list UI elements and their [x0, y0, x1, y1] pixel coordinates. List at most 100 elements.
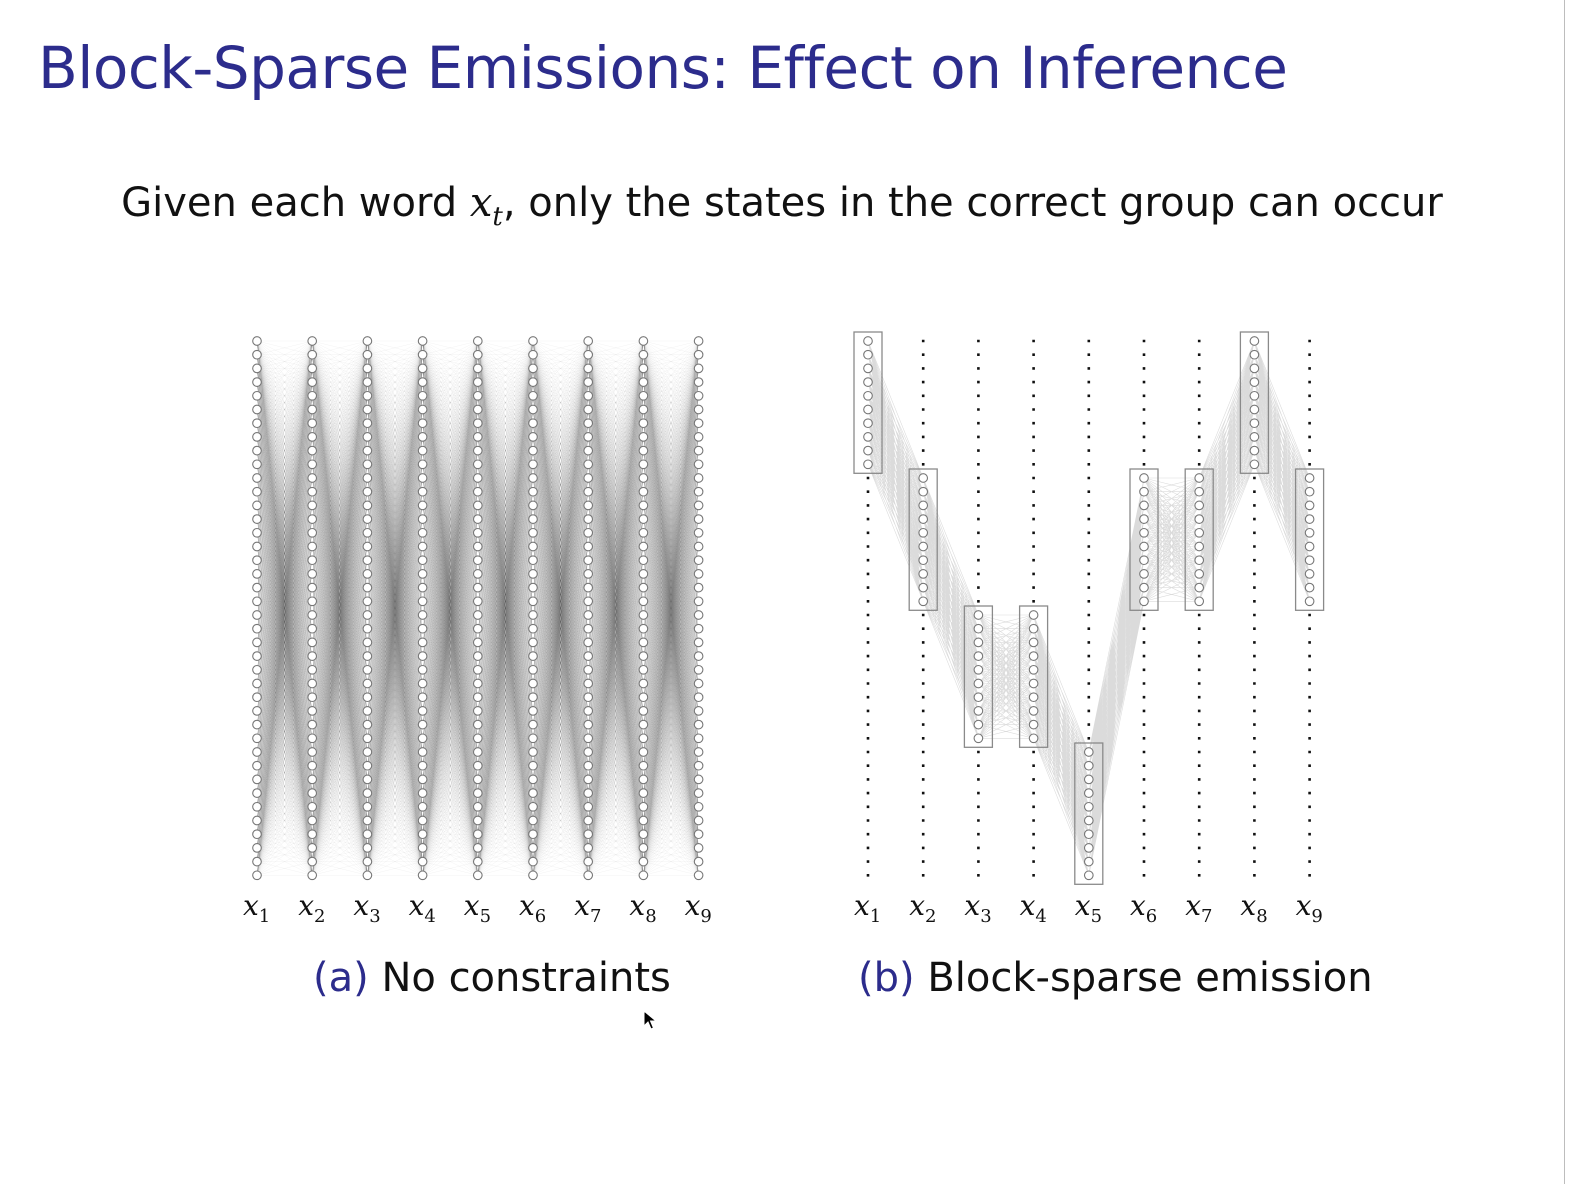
state-node: [252, 651, 262, 661]
state-node: [528, 747, 538, 757]
state-node: [918, 555, 929, 566]
state-node: [472, 788, 483, 798]
state-node: [472, 569, 483, 579]
state-node: [307, 569, 318, 579]
state-node: [1304, 596, 1315, 607]
state-node: [863, 377, 873, 387]
state-node: [1249, 418, 1260, 429]
state-node: [417, 815, 428, 826]
transition-edges: [1254, 340, 1310, 602]
state-node: [528, 637, 538, 648]
state-node: [638, 459, 649, 470]
state-node: [472, 843, 483, 853]
state-node: [693, 527, 704, 538]
state-node: [1028, 651, 1039, 661]
state-node: [307, 678, 318, 689]
transition-edges: [1033, 614, 1090, 876]
column-label-a-8: x8: [629, 889, 656, 927]
state-node: [918, 596, 929, 607]
state-node: [1083, 788, 1094, 798]
state-node: [583, 678, 594, 689]
state-node: [1194, 541, 1205, 552]
state-node: [1139, 569, 1149, 579]
state-node: [472, 706, 483, 716]
state-node: [252, 377, 262, 387]
state-node: [252, 555, 262, 566]
subtitle-var-sub: t: [492, 202, 503, 232]
state-node: [693, 719, 704, 730]
column-label-a-2: x2: [298, 889, 325, 927]
state-node: [583, 774, 594, 785]
state-node: [583, 651, 594, 661]
state-node: [307, 418, 318, 429]
state-node: [417, 788, 428, 798]
state-node: [583, 555, 594, 566]
state-node: [472, 541, 483, 552]
state-node: [252, 486, 262, 497]
state-node: [307, 541, 318, 552]
panel-block-sparse: x1 x2 x3 x4 x5 x6 x7 x8 x9: [853, 331, 1325, 927]
state-node: [417, 459, 428, 470]
state-node: [528, 418, 538, 429]
state-node: [1194, 473, 1205, 483]
state-node: [362, 404, 373, 415]
state-node: [1304, 541, 1315, 552]
panel-no-constraints: x1 x2 x3 x4 x5 x6 x7 x8 x9: [243, 336, 712, 927]
state-node: [362, 623, 373, 634]
state-node: [918, 527, 929, 538]
subtitle-pre: Given each word: [121, 180, 470, 226]
state-node: [417, 843, 428, 853]
transition-edges: [477, 340, 534, 876]
column-label-b-5: x5: [1075, 889, 1102, 927]
panel-b-edges: [867, 340, 1310, 876]
state-node: [638, 514, 649, 524]
column-label-b-6: x6: [1130, 889, 1157, 927]
state-node: [417, 445, 428, 456]
state-node: [417, 473, 428, 483]
state-node: [528, 760, 538, 771]
state-node: [472, 486, 483, 497]
state-node: [693, 336, 704, 346]
subtitle-post: , only the states in the correct group c…: [502, 180, 1443, 226]
state-node: [1139, 486, 1149, 497]
state-node: [528, 541, 538, 552]
state-node: [362, 377, 373, 387]
state-node: [638, 733, 649, 744]
state-node: [638, 418, 649, 429]
state-node: [863, 459, 873, 470]
state-node: [693, 377, 704, 387]
state-node: [417, 486, 428, 497]
state-node: [583, 349, 594, 360]
state-node: [918, 541, 929, 552]
state-node: [417, 706, 428, 716]
state-node: [583, 541, 594, 552]
state-node: [528, 459, 538, 470]
state-node: [528, 843, 538, 853]
state-node: [417, 527, 428, 538]
state-node: [638, 664, 649, 675]
state-node: [252, 747, 262, 757]
state-node: [307, 664, 318, 675]
state-node: [583, 801, 594, 812]
state-node: [638, 486, 649, 497]
caption-no-constraints: (a) No constraints: [313, 955, 671, 1001]
state-node: [472, 829, 483, 840]
state-node: [1304, 569, 1315, 579]
state-node: [417, 404, 428, 415]
state-node: [583, 637, 594, 648]
state-node: [1194, 527, 1205, 538]
state-node: [638, 760, 649, 771]
state-node: [693, 596, 704, 607]
state-node: [528, 363, 538, 374]
state-node: [417, 555, 428, 566]
state-node: [362, 527, 373, 538]
state-group-box: [908, 468, 938, 611]
state-node: [583, 404, 594, 415]
column-label-b-1: x1: [854, 889, 881, 927]
state-node: [1028, 719, 1039, 730]
state-node: [362, 651, 373, 661]
state-node: [693, 733, 704, 744]
state-node: [1304, 582, 1315, 593]
state-node: [472, 760, 483, 771]
state-node: [693, 843, 704, 853]
